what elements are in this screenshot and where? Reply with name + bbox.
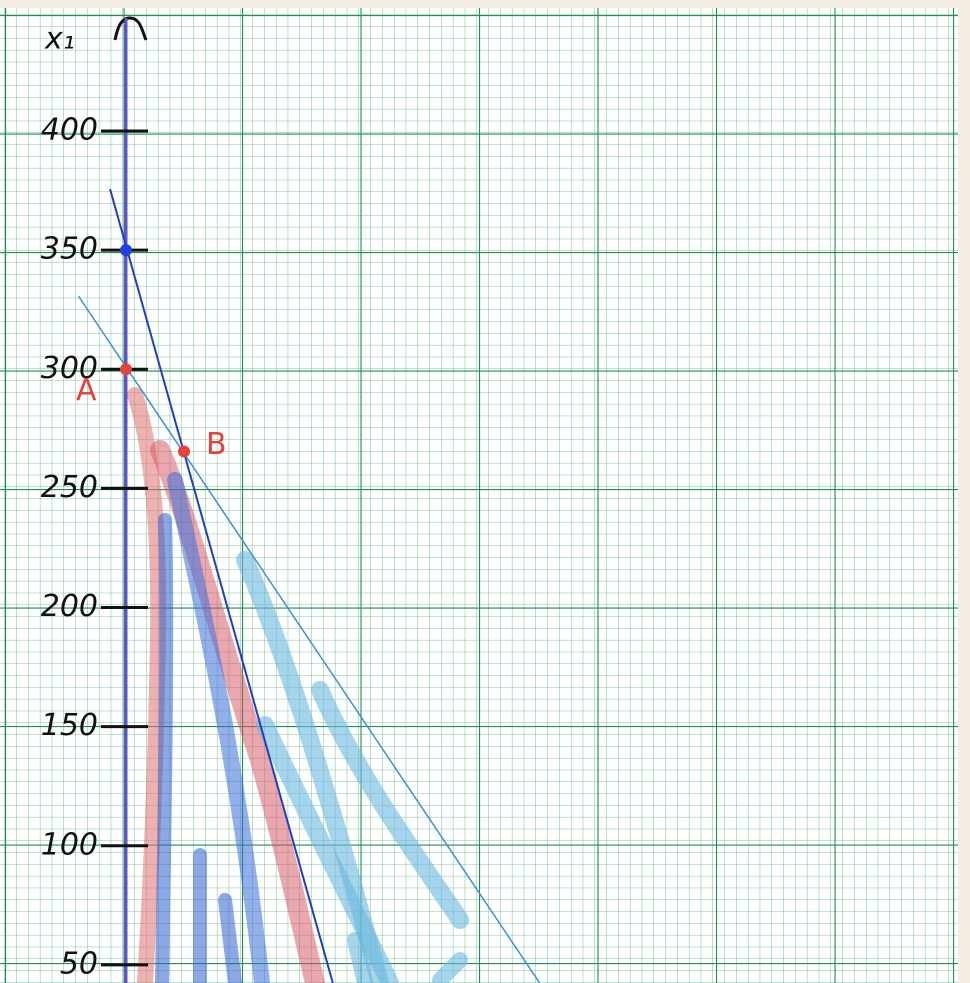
point [178, 445, 191, 458]
y-tick-label: 400 [41, 113, 98, 148]
y-tick-label: 100 [41, 827, 98, 862]
point [120, 244, 133, 257]
shading [127, 387, 469, 983]
y-tick-label: 150 [41, 708, 98, 743]
y-axis-label: x₁ [44, 22, 75, 57]
y-tick-label: 50 [60, 946, 98, 981]
line [77, 295, 541, 983]
y-tick-label: 250 [41, 470, 98, 505]
point-label: A [76, 373, 97, 408]
y-tick-label: 200 [41, 589, 98, 624]
axis-arrow [113, 16, 148, 41]
y-tick-label: 300 [41, 351, 98, 386]
line [109, 188, 334, 983]
point [120, 363, 133, 376]
point-label: B [206, 427, 227, 462]
major-grid [0, 8, 958, 983]
y-tick-label: 350 [41, 232, 98, 267]
